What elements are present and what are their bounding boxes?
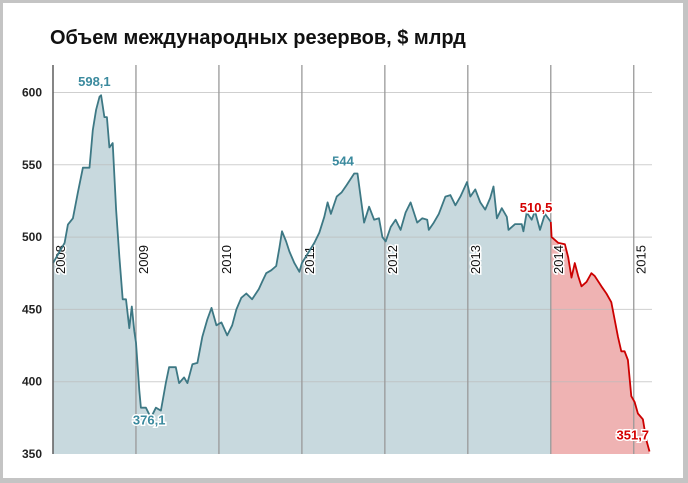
x-tick-label: 2011 xyxy=(302,246,317,274)
y-tick-label: 600 xyxy=(22,85,42,99)
area-red-1 xyxy=(550,221,650,454)
x-tick-label: 2010 xyxy=(219,245,234,274)
x-tick-label: 2014 xyxy=(551,245,566,274)
data-label: 510,5 xyxy=(520,200,553,215)
x-tick-label: 2013 xyxy=(468,245,483,274)
y-tick-label: 400 xyxy=(22,375,42,389)
x-tick-label: 2012 xyxy=(385,245,400,274)
chart-title: Объем международных резервов, $ млрд xyxy=(50,27,466,49)
data-label: 544 xyxy=(332,153,354,168)
y-tick-label: 450 xyxy=(22,302,42,316)
y-tick-label: 350 xyxy=(22,447,42,461)
data-label: 351,7 xyxy=(617,428,650,443)
series-line-red xyxy=(549,221,651,452)
x-tick-label: 2008 xyxy=(53,245,68,274)
data-label: 598,1 xyxy=(78,74,111,89)
series-line-teal xyxy=(52,94,552,419)
x-tick-label: 2015 xyxy=(634,245,649,274)
y-tick-label: 550 xyxy=(22,158,42,172)
y-tick-label: 500 xyxy=(22,230,42,244)
x-tick-label: 2009 xyxy=(136,245,151,274)
data-label: 376,1 xyxy=(133,412,166,427)
